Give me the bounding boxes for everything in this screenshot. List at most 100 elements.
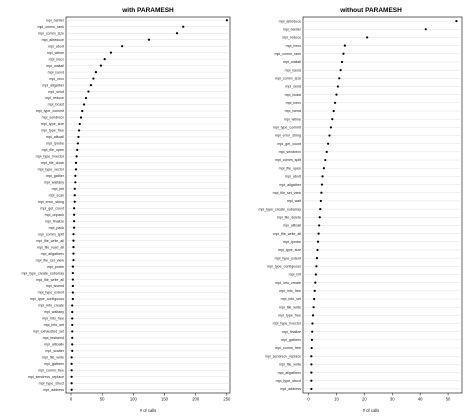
data-point [74,168,78,171]
category-label: mpi_type_contiguous [267,265,301,269]
data-point [310,346,313,350]
data-point [320,191,323,194]
x-tick-label: 0 [70,397,73,402]
x-tick-label: 50 [100,397,105,402]
data-point [70,369,73,372]
data-point [72,239,75,242]
category-label: mpi_type_commit [36,109,64,113]
data-point [73,207,76,210]
data-point [340,60,344,64]
category-label: mpi_allreduce [279,19,301,23]
plot-frame [302,16,463,394]
category-label: mpi_alltoall [46,135,64,139]
category-label: mpi_recv [49,77,64,81]
category-label: mpi_info_create [275,281,301,285]
data-point [310,379,313,382]
category-label: mpi_info_set [281,297,301,301]
data-point [73,220,76,223]
category-label: mpi_abort [48,44,64,48]
category-label: mpi_reduce [45,96,64,100]
category-label: mpi_scatter [45,349,64,353]
data-point [311,314,315,317]
data-point [74,174,77,177]
data-point [75,155,78,158]
category-label: mpi_isend [48,70,64,74]
category-label: mpi_comm_free [275,346,301,350]
category-label: mpi_type_extent [38,291,64,295]
data-point [314,281,317,284]
category-label: mpi_info_free [42,317,64,321]
category-label: mpi_get_count [277,142,301,146]
data-point [225,19,228,22]
data-point [311,330,314,333]
category-label: mpi_error_string [38,200,64,204]
data-point [315,265,318,268]
category-label: mpi_comm_size [38,31,64,35]
data-point [71,291,74,294]
data-point [342,52,345,55]
data-point [320,183,324,186]
data-point [310,371,313,374]
data-point [121,45,124,48]
data-point [74,181,77,184]
category-label: mpi_probe [47,265,64,269]
data-point [94,71,98,74]
category-label: mpi_waitall [283,60,301,64]
category-label: mpi_address [280,387,301,391]
x-tick-label: 150 [161,397,169,402]
category-label: mpi_alltoall [283,224,301,228]
data-point [103,58,106,61]
data-point [321,175,324,178]
category-label: mpi_waitall [46,64,64,68]
category-label: mpi_bcast [285,93,301,97]
x-tick-label: 200 [192,397,200,402]
category-label: mpi_testsend [43,336,64,340]
data-point [70,362,73,365]
category-label: mpi_alltoallv [44,343,64,347]
data-point [99,64,103,67]
data-point [338,77,341,80]
category-label: mpi_type_commit [273,126,301,130]
category-label: mpi_send [48,90,64,94]
category-label: mpi_allgatherv [278,371,302,375]
x-tick-label: 250 [223,397,231,402]
category-label: mpi_wait [287,199,301,203]
data-point [71,317,74,320]
data-point [70,382,73,385]
data-point [310,387,313,391]
data-point [70,356,73,359]
category-label: mpi_exhausted_set [33,330,64,334]
x-tick-label: 40 [418,397,423,402]
data-point [89,83,93,87]
data-point [315,257,319,260]
category-label: mpi_pack [49,226,65,230]
data-point [74,161,78,164]
data-point [71,271,74,275]
category-label: mpi_type_size [278,248,301,252]
category-label: mpi_info_free [279,289,301,293]
category-label: mpi_type_contiguous [30,297,64,301]
data-point [318,216,321,219]
category-label: mpi_info_set [44,323,64,327]
data-point [335,93,338,96]
category-label: mpi_sendrecv_replace [28,375,64,379]
data-point [311,322,314,325]
data-point [79,116,83,119]
data-point [73,200,76,203]
data-point [455,19,458,23]
data-point [73,213,76,216]
category-label: mpi_init [52,187,64,191]
data-point [76,142,79,145]
data-point [322,167,326,170]
data-point [77,129,81,132]
data-point [310,355,313,358]
data-point [333,101,337,104]
data-point [71,323,74,327]
category-label: mpi_comm_size [275,77,301,81]
category-label: mpi_type_struct [276,379,301,383]
category-label: mpi_wtime [284,117,301,121]
data-point [336,85,339,88]
x-tick-label: 10 [334,397,339,402]
x-tick-label: 50 [446,397,451,402]
